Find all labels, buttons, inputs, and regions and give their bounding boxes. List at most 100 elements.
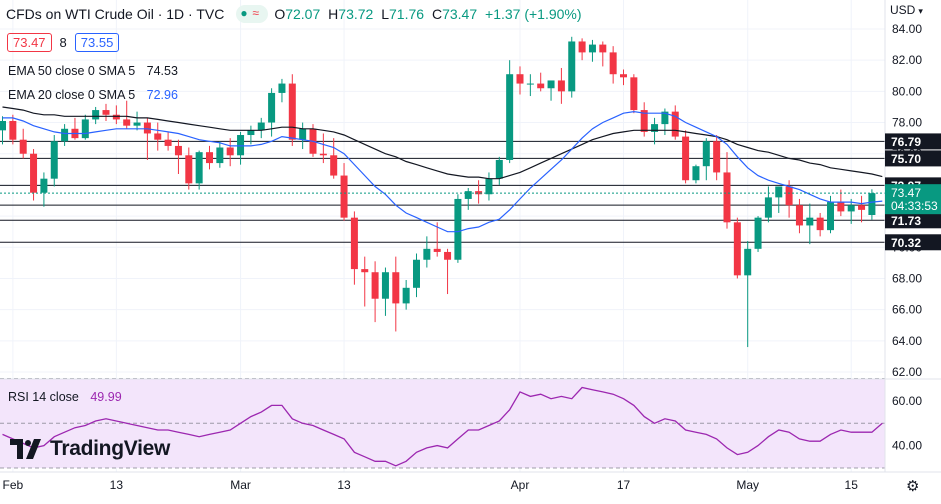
candle-body xyxy=(806,217,814,226)
candle-body xyxy=(40,178,48,193)
level-label-text: 71.73 xyxy=(891,214,921,228)
gear-icon[interactable]: ⚙ xyxy=(906,478,920,495)
candle-body xyxy=(588,44,596,53)
candle-body xyxy=(526,83,534,85)
candle-body xyxy=(868,193,876,215)
price-tick-label: 62.00 xyxy=(892,365,922,379)
quote-row: 73.47 8 73.55 xyxy=(7,33,120,52)
time-axis[interactable]: Feb 13 Mar 13 Apr 17 May 15 xyxy=(0,471,941,492)
candle-body xyxy=(754,217,762,249)
brand-name: TradingView xyxy=(50,437,171,460)
candle-body xyxy=(640,110,648,132)
ema50-legend[interactable]: EMA 50 close 0 SMA 5 74.53 xyxy=(8,64,178,78)
rsi-axis[interactable]: 60.00 40.00 xyxy=(892,394,922,453)
level-label-box xyxy=(885,133,941,150)
chevron-down-icon: ▾ xyxy=(918,6,923,16)
candle-body xyxy=(827,202,834,231)
time-tick-label: Apr xyxy=(511,478,530,492)
level-label-text: 70.32 xyxy=(891,236,921,250)
symbol-title[interactable]: CFDs on WTI Crude Oil · 1D · TVC xyxy=(6,6,225,22)
candle-body xyxy=(50,141,58,179)
candle-body xyxy=(319,153,327,156)
rsi-line xyxy=(2,386,883,467)
spread-value: 8 xyxy=(59,35,67,50)
candle-body xyxy=(112,114,120,120)
price-tick-label: 64.00 xyxy=(892,334,922,348)
candle-body xyxy=(330,155,338,176)
price-tick-label: 80.00 xyxy=(892,84,922,98)
candle-body xyxy=(278,83,286,93)
ohlc-values: O72.07 H73.72 L71.76 C73.47 +1.37 (+1.90… xyxy=(274,6,582,22)
candle-body xyxy=(847,205,855,212)
candle-body xyxy=(206,152,213,164)
candle-body xyxy=(381,272,389,299)
candle-body xyxy=(288,83,296,140)
candle-body xyxy=(682,136,690,181)
candle-body xyxy=(185,155,193,184)
candle-body xyxy=(433,248,441,252)
candle-body xyxy=(237,135,245,156)
candle-body xyxy=(102,110,110,115)
currency-selector[interactable]: USD ▾ xyxy=(890,3,923,17)
time-tick-label: May xyxy=(736,478,759,492)
candle-body xyxy=(371,272,379,299)
tradingview-logo[interactable]: TradingView xyxy=(10,437,170,461)
candle-body xyxy=(651,124,659,132)
level-label-box xyxy=(885,212,941,229)
ask-button[interactable]: 73.55 xyxy=(74,33,120,52)
candle-body xyxy=(19,139,27,154)
candle-body xyxy=(61,128,69,142)
candle-body xyxy=(630,77,638,111)
candle-body xyxy=(195,152,203,184)
candle-body xyxy=(578,41,586,53)
candle-body xyxy=(475,191,483,195)
candle-body xyxy=(216,147,224,164)
wave-icon: ≈ xyxy=(252,6,259,20)
candle-body xyxy=(30,153,38,193)
candle-body xyxy=(620,74,627,78)
candle-body xyxy=(557,80,565,92)
candle-body xyxy=(444,251,452,260)
candle-body xyxy=(268,92,276,123)
price-tick-label: 68.00 xyxy=(892,271,922,285)
level-label-box xyxy=(885,150,941,167)
status-dot-icon: ● xyxy=(240,6,248,20)
price-tick-label: 84.00 xyxy=(892,22,922,36)
candle-body xyxy=(226,147,234,156)
price-tick-label: 78.00 xyxy=(892,116,922,130)
market-status-pill[interactable]: ● ≈ xyxy=(236,5,269,23)
candle-body xyxy=(423,248,431,260)
candle-body xyxy=(795,205,803,226)
candle-body xyxy=(464,191,472,199)
level-lines xyxy=(0,140,885,243)
time-tick-label: 13 xyxy=(110,478,124,492)
candle-body xyxy=(0,120,6,131)
bid-button[interactable]: 73.47 xyxy=(7,33,52,52)
price-tick-label: 82.00 xyxy=(892,53,922,67)
candle-body xyxy=(609,52,617,75)
candle-body xyxy=(413,259,420,288)
last-price-box xyxy=(885,184,941,215)
candle-body xyxy=(785,186,793,206)
time-tick-label: Mar xyxy=(230,478,251,492)
price-tick-label: 66.00 xyxy=(892,303,922,317)
candle-body xyxy=(671,111,679,137)
candle-body xyxy=(599,44,607,53)
ema20-legend[interactable]: EMA 20 close 0 SMA 5 72.96 xyxy=(8,88,178,102)
level-label-box xyxy=(885,234,941,251)
candle-body xyxy=(164,139,172,146)
candle-body xyxy=(506,74,514,160)
ema50-line xyxy=(2,106,883,180)
rsi-legend[interactable]: RSI 14 close 49.99 xyxy=(8,390,122,404)
candle-body xyxy=(340,175,348,218)
candle-body xyxy=(816,217,824,231)
level-label-text: 75.70 xyxy=(891,152,921,166)
candle-body xyxy=(143,122,151,134)
candle-body xyxy=(257,122,265,131)
candle-body xyxy=(858,205,866,210)
candle-body xyxy=(485,178,493,195)
ema20-line xyxy=(2,110,883,233)
